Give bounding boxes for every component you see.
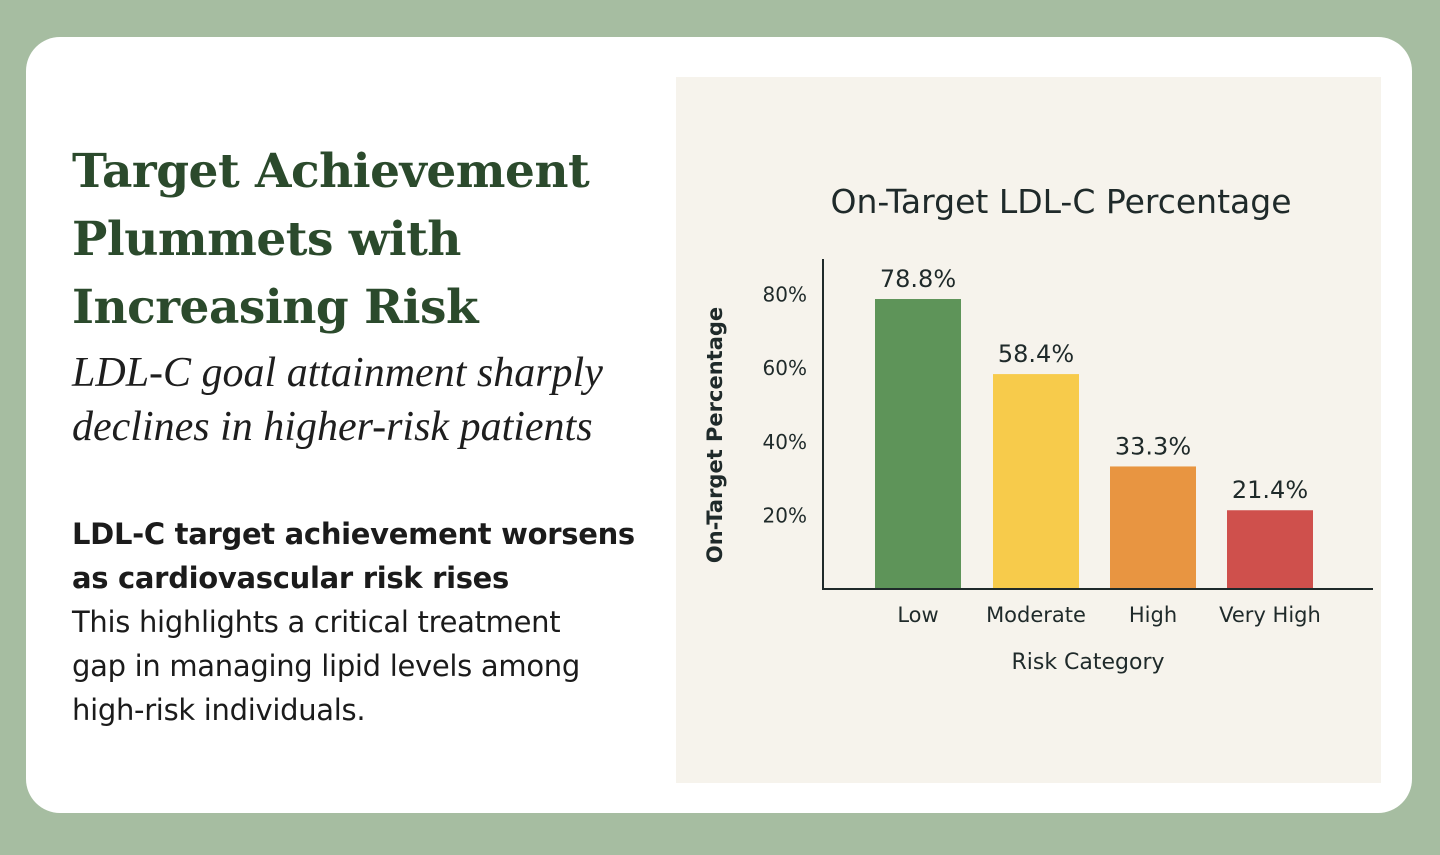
body-block: LDL-C target achievement worsens as card…	[72, 512, 662, 732]
y-tick-label: 40%	[763, 430, 807, 454]
body-text-line: This highlights a critical treatment	[72, 605, 561, 639]
bar-very-high	[1227, 510, 1313, 589]
body-text-line: gap in managing lipid levels among	[72, 649, 580, 683]
body-lead-line: as cardiovascular risk rises	[72, 561, 510, 595]
headline-line: Plummets with	[72, 212, 461, 267]
x-category-label: Very High	[1219, 603, 1321, 627]
y-tick-label: 60%	[763, 356, 807, 380]
x-category-label: Low	[897, 603, 938, 627]
bar-low	[875, 299, 961, 589]
headline-line: Target Achievement	[72, 144, 590, 199]
bar-value-label: 33.3%	[1115, 432, 1191, 460]
body-text-line: high-risk individuals.	[72, 693, 366, 727]
bar-value-label: 21.4%	[1232, 476, 1308, 504]
y-axis-title: On-Target Percentage	[703, 307, 727, 563]
chart-title: On-Target LDL-C Percentage	[830, 182, 1291, 221]
bar-value-label: 78.8%	[880, 265, 956, 293]
bar-moderate	[993, 374, 1079, 589]
headline: Target Achievement Plummets with Increas…	[72, 138, 652, 342]
bar-high	[1110, 466, 1196, 589]
body-text: This highlights a critical treatment gap…	[72, 600, 662, 732]
x-category-label: High	[1129, 603, 1177, 627]
bar-value-label: 58.4%	[998, 340, 1074, 368]
subhead-line: declines in higher-risk patients	[72, 404, 593, 450]
body-lead: LDL-C target achievement worsens as card…	[72, 512, 662, 600]
chart-panel: On-Target LDL-C Percentage 20% 40% 60% 80% …	[676, 77, 1381, 783]
text-column: Target Achievement Plummets with Increas…	[72, 138, 652, 454]
y-tick-label: 80%	[763, 283, 807, 307]
headline-line: Increasing Risk	[72, 280, 479, 335]
x-axis-title: Risk Category	[1011, 650, 1164, 675]
x-category-label: Moderate	[986, 603, 1086, 627]
subheadline: LDL-C goal attainment sharply declines i…	[72, 346, 652, 454]
bar-chart: On-Target LDL-C Percentage 20%40%60%80% …	[703, 182, 1373, 675]
subhead-line: LDL-C goal attainment sharply	[72, 350, 603, 396]
body-lead-line: LDL-C target achievement worsens	[72, 517, 635, 551]
y-tick-label: 20%	[763, 503, 807, 527]
